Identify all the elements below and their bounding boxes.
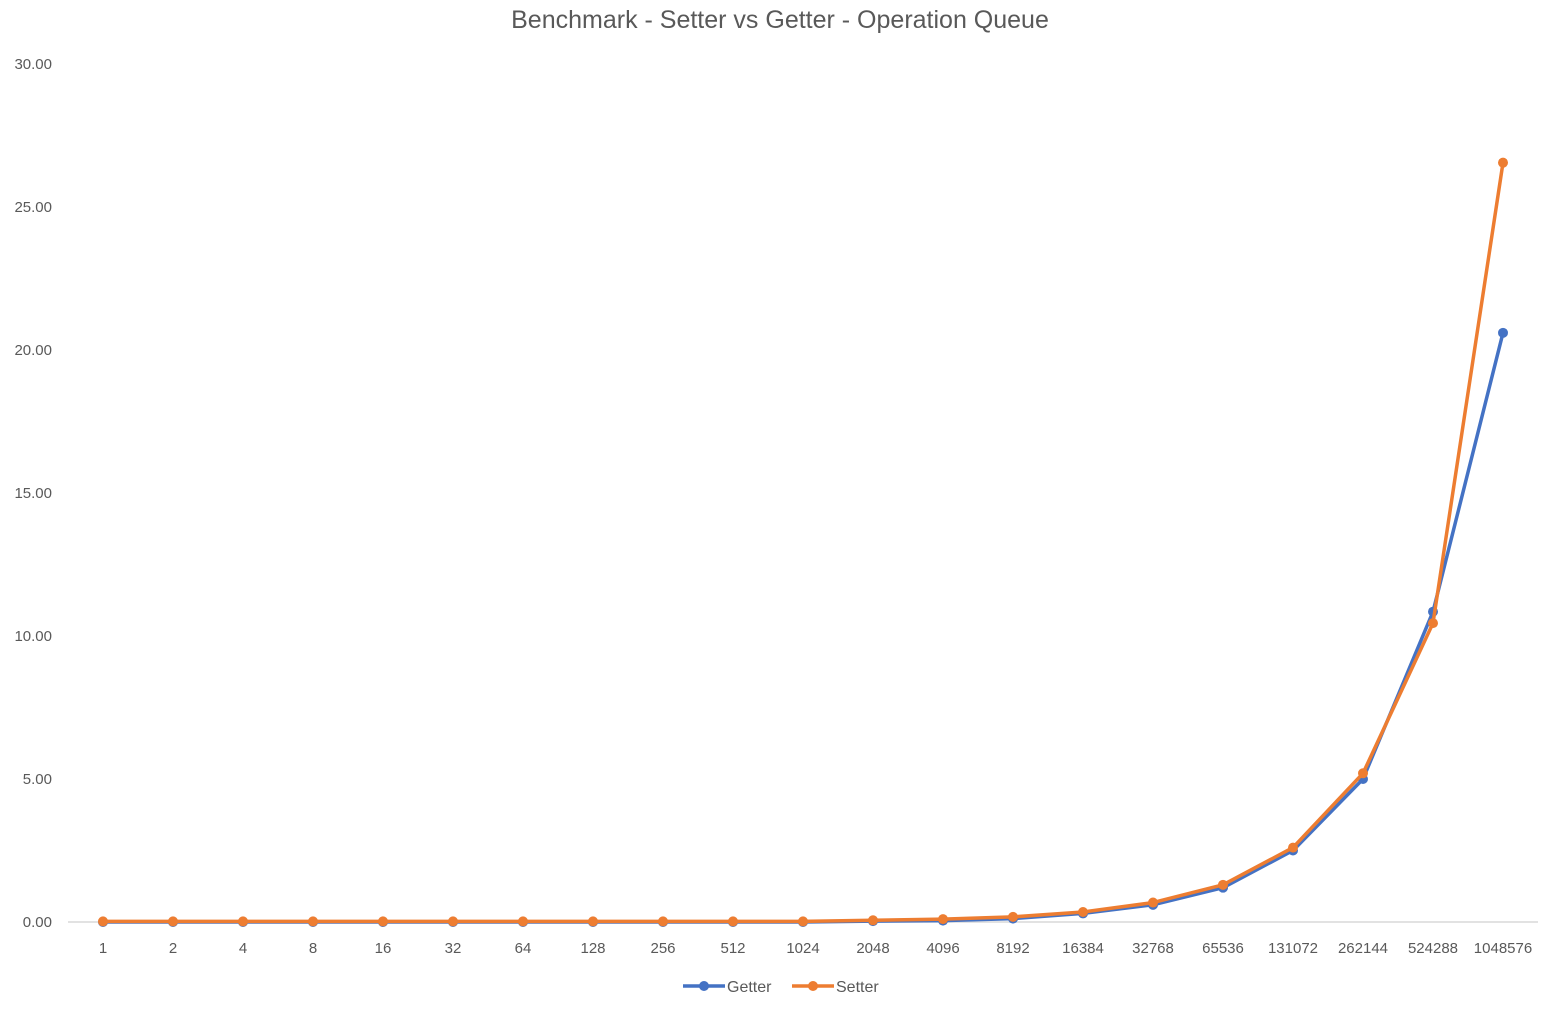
x-tick-label: 128 bbox=[580, 940, 605, 957]
data-point-setter bbox=[518, 916, 528, 927]
x-tick-label: 8192 bbox=[996, 940, 1029, 957]
x-tick-label: 16384 bbox=[1062, 940, 1104, 957]
data-point-setter bbox=[1008, 911, 1018, 922]
x-tick-label: 64 bbox=[515, 940, 532, 957]
x-tick-label: 524288 bbox=[1408, 940, 1458, 957]
y-tick-label: 0.00 bbox=[23, 914, 52, 931]
legend-marker-setter bbox=[808, 981, 818, 991]
data-point-setter bbox=[588, 916, 598, 927]
x-tick-label: 1 bbox=[99, 940, 107, 957]
data-point-getter bbox=[1498, 327, 1508, 338]
data-point-setter bbox=[1288, 842, 1298, 853]
x-tick-label: 32 bbox=[445, 940, 462, 957]
y-axis: 0.00 5.00 10.00 15.00 20.00 25.00 30.00 bbox=[14, 56, 52, 931]
x-tick-label: 256 bbox=[650, 940, 675, 957]
x-tick-label: 1048576 bbox=[1474, 940, 1532, 957]
x-tick-label: 131072 bbox=[1268, 940, 1318, 957]
data-point-setter bbox=[238, 916, 248, 927]
legend-label-getter: Getter bbox=[727, 979, 772, 996]
data-point-setter bbox=[728, 916, 738, 927]
data-point-setter bbox=[938, 914, 948, 925]
x-tick-label: 2 bbox=[169, 940, 177, 957]
chart-title: Benchmark - Setter vs Getter - Operation… bbox=[511, 6, 1049, 34]
y-tick-label: 15.00 bbox=[14, 485, 52, 502]
series-line-setter bbox=[101, 160, 1505, 924]
legend-label-setter: Setter bbox=[836, 979, 879, 996]
data-point-setter bbox=[448, 916, 458, 927]
x-tick-label: 4096 bbox=[926, 940, 959, 957]
data-point-setter bbox=[168, 916, 178, 927]
x-tick-label: 32768 bbox=[1132, 940, 1174, 957]
y-tick-label: 25.00 bbox=[14, 199, 52, 216]
data-point-setter bbox=[1218, 879, 1228, 890]
data-point-setter bbox=[658, 916, 668, 927]
x-tick-label: 512 bbox=[720, 940, 745, 957]
data-point-setter bbox=[308, 916, 318, 927]
series-line-getter bbox=[101, 331, 1505, 924]
data-point-setter bbox=[798, 916, 808, 927]
y-tick-label: 5.00 bbox=[23, 771, 52, 788]
legend: Getter Setter bbox=[683, 979, 879, 996]
y-tick-label: 10.00 bbox=[14, 628, 52, 645]
x-tick-label: 4 bbox=[239, 940, 247, 957]
data-point-setter bbox=[1428, 618, 1438, 629]
x-tick-label: 2048 bbox=[856, 940, 889, 957]
data-point-setter bbox=[1358, 768, 1368, 779]
x-tick-label: 16 bbox=[375, 940, 392, 957]
data-point-setter bbox=[378, 916, 388, 927]
data-point-setter bbox=[98, 916, 108, 927]
y-tick-label: 20.00 bbox=[14, 342, 52, 359]
x-tick-label: 262144 bbox=[1338, 940, 1388, 957]
data-point-setter bbox=[1498, 157, 1508, 168]
x-axis: 1 2 4 8 16 32 64 128 256 512 1024 2048 4096 8192 16384… bbox=[99, 940, 1532, 957]
data-point-setter bbox=[1148, 897, 1158, 908]
x-tick-label: 8 bbox=[309, 940, 317, 957]
series-layer bbox=[98, 157, 1508, 927]
data-point-setter bbox=[1078, 906, 1088, 917]
data-point-setter bbox=[868, 915, 878, 926]
y-tick-label: 30.00 bbox=[14, 56, 52, 73]
legend-marker-getter bbox=[699, 981, 709, 991]
x-tick-label: 1024 bbox=[786, 940, 819, 957]
x-tick-label: 65536 bbox=[1202, 940, 1244, 957]
